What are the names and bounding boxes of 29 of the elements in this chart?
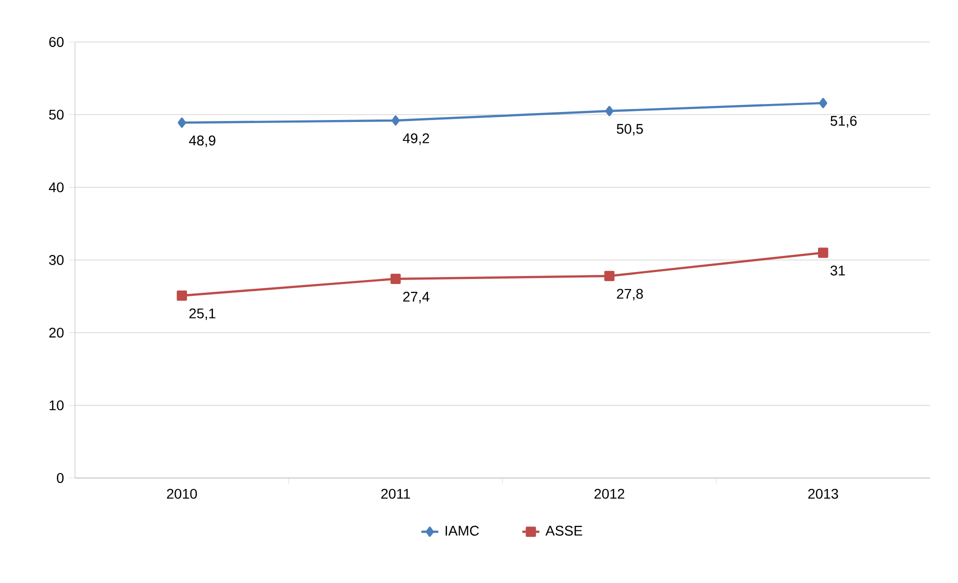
data-label: 50,5 (616, 124, 643, 136)
data-label: 27,8 (616, 288, 643, 300)
y-tick-label: 30 (49, 255, 64, 265)
point (392, 115, 400, 126)
x-tick-label: 2012 (594, 488, 624, 499)
y-tick-label: 0 (56, 473, 64, 483)
point (390, 274, 401, 284)
data-label: 49,2 (402, 133, 430, 145)
y-tick-label: 50 (49, 110, 64, 120)
data-label: 48,9 (189, 136, 216, 148)
x-tick-label: 2010 (167, 488, 197, 499)
y-tick-label: 40 (48, 182, 64, 192)
x-tick-label: 2013 (808, 488, 838, 499)
legend-label: ASSE (545, 526, 582, 536)
point (178, 118, 186, 128)
point (604, 270, 614, 282)
data-label: 25,1 (189, 308, 216, 320)
data-label: 31 (830, 266, 845, 276)
point (605, 106, 614, 116)
y-tick-label: 10 (50, 400, 64, 410)
data-label: 51,6 (830, 116, 857, 128)
y-tick-label: 60 (49, 37, 64, 47)
x-tick-label: 2011 (381, 488, 410, 499)
legend-label: IAMC (446, 526, 479, 536)
data-label: 27,4 (403, 292, 430, 304)
point (176, 290, 187, 301)
y-tick-label: 20 (49, 328, 64, 338)
point (818, 248, 828, 258)
point (819, 98, 828, 108)
